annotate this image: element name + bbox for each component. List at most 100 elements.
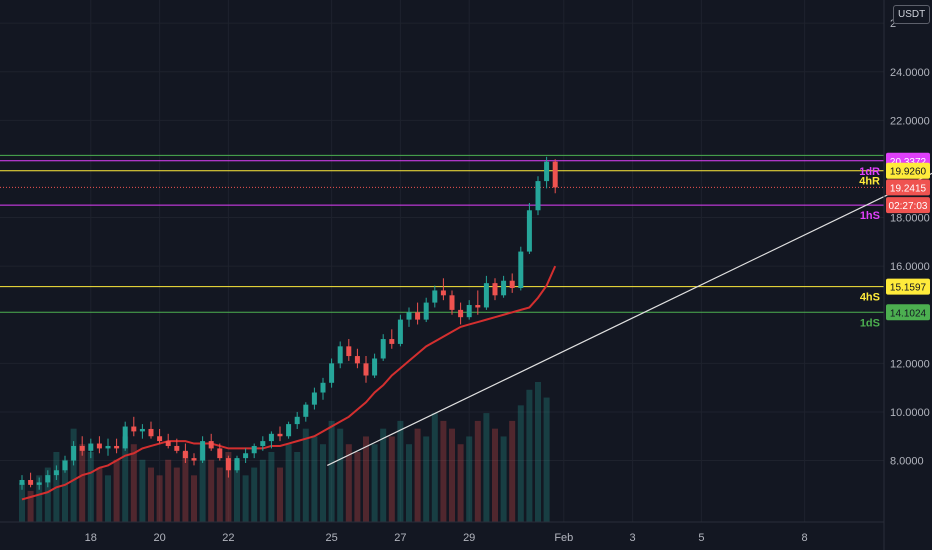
candle-body — [165, 441, 171, 446]
candle — [492, 278, 498, 301]
candle-body — [320, 382, 326, 393]
volume-bar — [122, 436, 129, 522]
candle-body — [19, 479, 25, 485]
candle-body — [53, 470, 59, 476]
candle — [372, 353, 378, 378]
price-tick-label: 18.0000 — [890, 213, 930, 225]
price-axis[interactable]: 2 24.0000 22.0000 18.0000 16.0000 12.0000 10.0… — [883, 0, 930, 550]
time-tick-label: 25 — [325, 532, 337, 544]
candle — [251, 443, 257, 459]
price-tag: 19.9260 — [886, 162, 930, 179]
candle — [234, 455, 240, 473]
candle — [501, 275, 507, 298]
candles[interactable] — [19, 156, 558, 490]
volume-bars — [19, 382, 550, 522]
candle-body — [182, 450, 188, 459]
candle — [397, 314, 403, 347]
price-tick-label: 16.0000 — [890, 261, 930, 273]
candle-body — [423, 302, 429, 320]
candle — [458, 302, 464, 325]
volume-bar — [483, 413, 490, 522]
volume-bar — [19, 483, 25, 522]
candle — [131, 416, 137, 437]
candle-body — [380, 339, 386, 359]
candle — [380, 334, 386, 361]
time-tick-label: 5 — [698, 532, 704, 544]
candle — [363, 356, 369, 383]
price-tag-bg — [886, 162, 930, 179]
candle-body — [432, 290, 438, 303]
candle-body — [466, 305, 472, 318]
moving-average — [21, 265, 557, 501]
candle — [79, 436, 85, 456]
candle — [337, 341, 343, 369]
volume-bar — [199, 444, 206, 522]
candle-body — [105, 445, 111, 449]
volume-bar — [130, 444, 137, 522]
candle — [415, 302, 421, 325]
volume-bar — [208, 459, 215, 522]
candle-body — [509, 280, 515, 289]
volume-bar — [440, 420, 447, 522]
candle — [544, 156, 550, 189]
candle — [518, 246, 524, 291]
price-tick-label: 2 — [890, 18, 896, 30]
candle — [260, 436, 266, 451]
volume-bar — [302, 428, 309, 522]
volume-bar — [337, 428, 344, 522]
price-tag-text: 19.2415 — [890, 183, 927, 194]
candle — [552, 159, 558, 194]
candle — [105, 438, 111, 456]
volume-bar — [526, 389, 533, 522]
trendline-group[interactable] — [327, 123, 932, 466]
volume-bar — [466, 436, 473, 522]
candle-body — [440, 290, 446, 296]
time-tick-label: 22 — [222, 532, 234, 544]
candle-body — [346, 346, 352, 357]
volume-bar — [113, 459, 120, 522]
time-axis[interactable]: 18 20 22 25 27 29 Feb 3 5 8 — [0, 521, 884, 544]
candle-body — [501, 280, 507, 296]
candle — [225, 455, 231, 478]
time-tick-label: Feb — [554, 532, 573, 544]
candle — [28, 472, 34, 488]
candle-body — [406, 312, 412, 320]
candle-body — [449, 295, 455, 310]
price-tick-label: 22.0000 — [890, 115, 930, 127]
volume-bar — [328, 420, 335, 522]
volume-bar — [251, 467, 258, 522]
candle-body — [458, 309, 464, 318]
candle — [526, 202, 532, 254]
volume-bar — [27, 490, 34, 522]
candle — [535, 176, 541, 216]
volume-bar — [216, 467, 223, 522]
candle — [62, 455, 68, 473]
candle — [294, 411, 300, 429]
volume-bar — [70, 428, 77, 522]
volume-bar — [380, 428, 387, 522]
candle — [268, 431, 274, 449]
volume-bar — [363, 436, 369, 522]
candle-body — [79, 445, 85, 451]
candle-body — [62, 460, 68, 471]
candle — [440, 278, 446, 301]
candle-body — [303, 404, 309, 417]
candle-body — [268, 433, 274, 442]
time-tick-label: 20 — [153, 532, 165, 544]
price-tag: 19.2415 — [886, 179, 930, 196]
volume-bar — [87, 452, 94, 522]
volume-bar — [234, 459, 240, 522]
candle-body — [354, 356, 360, 364]
candle — [174, 438, 180, 454]
candle — [475, 290, 481, 315]
horizontal-levels[interactable] — [0, 154, 884, 313]
candle-body — [208, 441, 214, 449]
candle-body — [217, 448, 223, 459]
volume-bar — [423, 436, 430, 522]
volume-bar — [449, 428, 455, 522]
currency-badge[interactable]: USDT — [893, 5, 931, 24]
volume-bar — [79, 444, 86, 522]
price-tag-bg — [886, 197, 930, 214]
level-label-1dr: 1dR — [859, 166, 880, 178]
